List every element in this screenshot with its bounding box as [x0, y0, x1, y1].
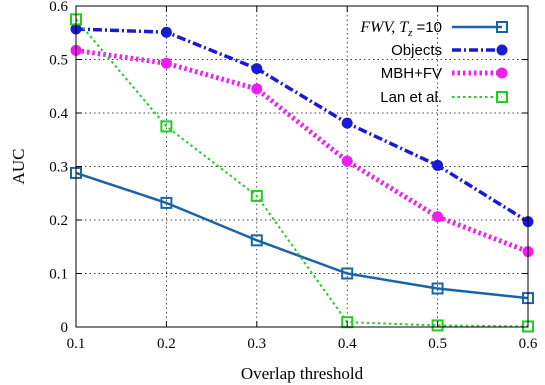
grid — [76, 6, 528, 327]
series-2-point — [341, 155, 353, 167]
series-line-0 — [75, 171, 529, 300]
series-0-point — [431, 282, 444, 295]
legend-marker-1 — [496, 44, 508, 56]
x-axis-title: Overlap threshold — [241, 364, 364, 383]
series-markers — [70, 13, 534, 333]
y-tick-label: 0.5 — [49, 53, 68, 69]
x-tick-label: 0.6 — [519, 336, 538, 352]
x-tick-label: 0.1 — [67, 336, 86, 352]
series-0-point — [160, 196, 173, 209]
series-3-point — [431, 319, 444, 332]
axis-ticks: 0.1 0.2 0.3 0.4 0.5 0.600.10.20.30.40.50.6 — [49, 0, 538, 352]
series-1-point — [160, 26, 172, 38]
y-tick-label: 0.3 — [49, 160, 68, 176]
series-1-point — [432, 159, 444, 171]
legend-label-1: Objects — [391, 42, 442, 59]
series-1-point — [341, 117, 353, 129]
series-0-point — [341, 267, 354, 280]
legend: FWV, Tz =10 Objects MBH+FV Lan et al. — [359, 19, 508, 106]
y-axis-title: AUC — [9, 149, 28, 185]
series-2-point — [160, 57, 172, 69]
legend-label-3: Lan et al. — [380, 89, 442, 106]
legend-label-2: MBH+FV — [381, 65, 442, 82]
y-tick-label: 0.4 — [49, 106, 68, 122]
legend-marker-3 — [496, 91, 508, 103]
legend-label-0: FWV, Tz =10 — [359, 19, 442, 39]
y-tick-label: 0 — [61, 320, 69, 336]
legend-marker-2 — [496, 67, 508, 79]
series-3-point — [160, 120, 173, 133]
y-tick-label: 0.2 — [49, 213, 68, 229]
series-line-3 — [75, 18, 529, 328]
series-lines — [75, 18, 529, 328]
series-0-point — [250, 234, 263, 247]
y-tick-label: 0.6 — [49, 0, 68, 15]
legend-marker-0 — [496, 21, 508, 33]
x-tick-label: 0.2 — [157, 336, 176, 352]
series-line-1 — [75, 27, 529, 224]
x-tick-label: 0.4 — [338, 336, 357, 352]
series-1-point — [251, 63, 263, 75]
x-tick-label: 0.3 — [247, 336, 266, 352]
series-2-point — [432, 211, 444, 223]
series-2-point — [251, 83, 263, 95]
series-line-2 — [75, 47, 529, 254]
series-3-point — [250, 189, 263, 202]
y-tick-label: 0.1 — [49, 267, 68, 283]
x-tick-label: 0.5 — [428, 336, 447, 352]
